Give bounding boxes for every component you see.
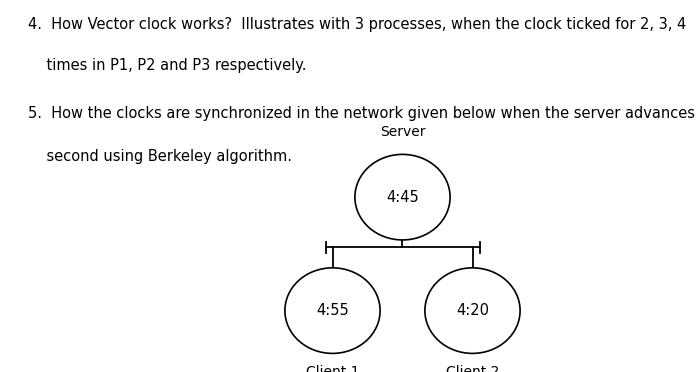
Ellipse shape	[285, 268, 380, 353]
Ellipse shape	[355, 154, 450, 240]
Text: Client 1: Client 1	[306, 365, 359, 372]
Text: Server: Server	[379, 125, 425, 140]
Ellipse shape	[425, 268, 520, 353]
Text: Client 2: Client 2	[446, 365, 499, 372]
Text: 5.  How the clocks are synchronized in the network given below when the server a: 5. How the clocks are synchronized in th…	[28, 106, 700, 121]
Text: 4:55: 4:55	[316, 303, 349, 318]
Text: second using Berkeley algorithm.: second using Berkeley algorithm.	[28, 149, 292, 164]
Text: 4.  How Vector clock works?  Illustrates with 3 processes, when the clock ticked: 4. How Vector clock works? Illustrates w…	[28, 17, 686, 32]
Text: 4:45: 4:45	[386, 190, 419, 205]
Text: 4:20: 4:20	[456, 303, 489, 318]
Text: times in P1, P2 and P3 respectively.: times in P1, P2 and P3 respectively.	[28, 58, 307, 73]
